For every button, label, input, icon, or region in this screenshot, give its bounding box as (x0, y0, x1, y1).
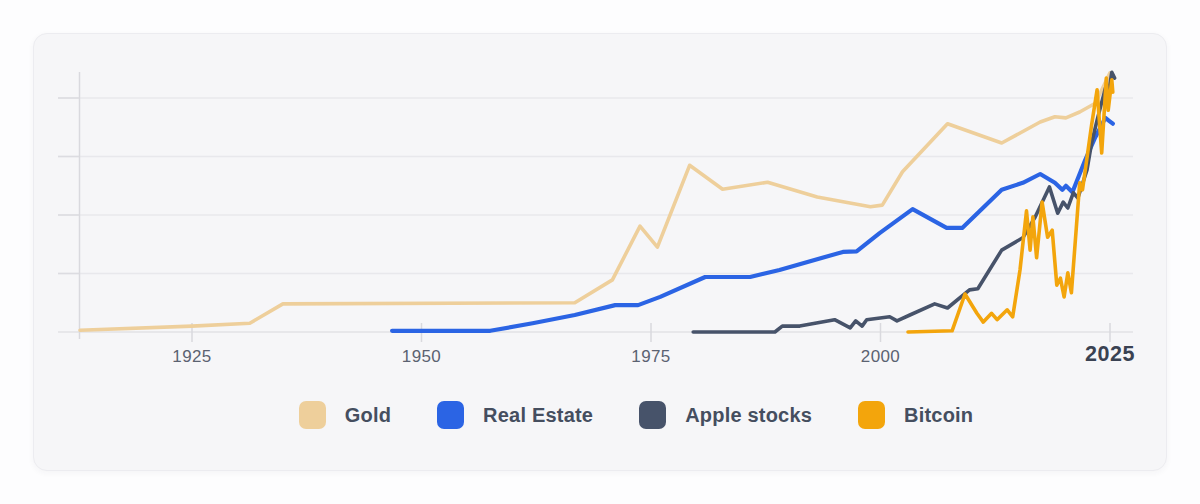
legend-item-real-estate: Real Estate (437, 401, 593, 429)
legend-item-apple-stocks: Apple stocks (639, 401, 812, 429)
real-estate-swatch-icon (437, 401, 464, 429)
x-tick-label-1925: 1925 (172, 347, 211, 367)
x-tick-label-1950: 1950 (402, 347, 441, 367)
legend-item-gold: Gold (299, 401, 391, 429)
bitcoin-swatch-icon (858, 401, 885, 429)
x-tick-label-1975: 1975 (631, 347, 670, 367)
gold-swatch-icon (299, 401, 326, 429)
legend-label-real-estate: Real Estate (483, 404, 593, 427)
x-tick-label-2000: 2000 (861, 347, 900, 367)
legend-label-bitcoin: Bitcoin (904, 404, 973, 427)
apple-stocks-swatch-icon (639, 401, 666, 429)
legend-item-bitcoin: Bitcoin (858, 401, 973, 429)
chart-legend: Gold Real Estate Apple stocks Bitcoin (33, 399, 1167, 431)
legend-label-apple-stocks: Apple stocks (685, 404, 812, 427)
legend-label-gold: Gold (345, 404, 391, 427)
x-tick-label-2025: 2025 (1085, 342, 1135, 367)
